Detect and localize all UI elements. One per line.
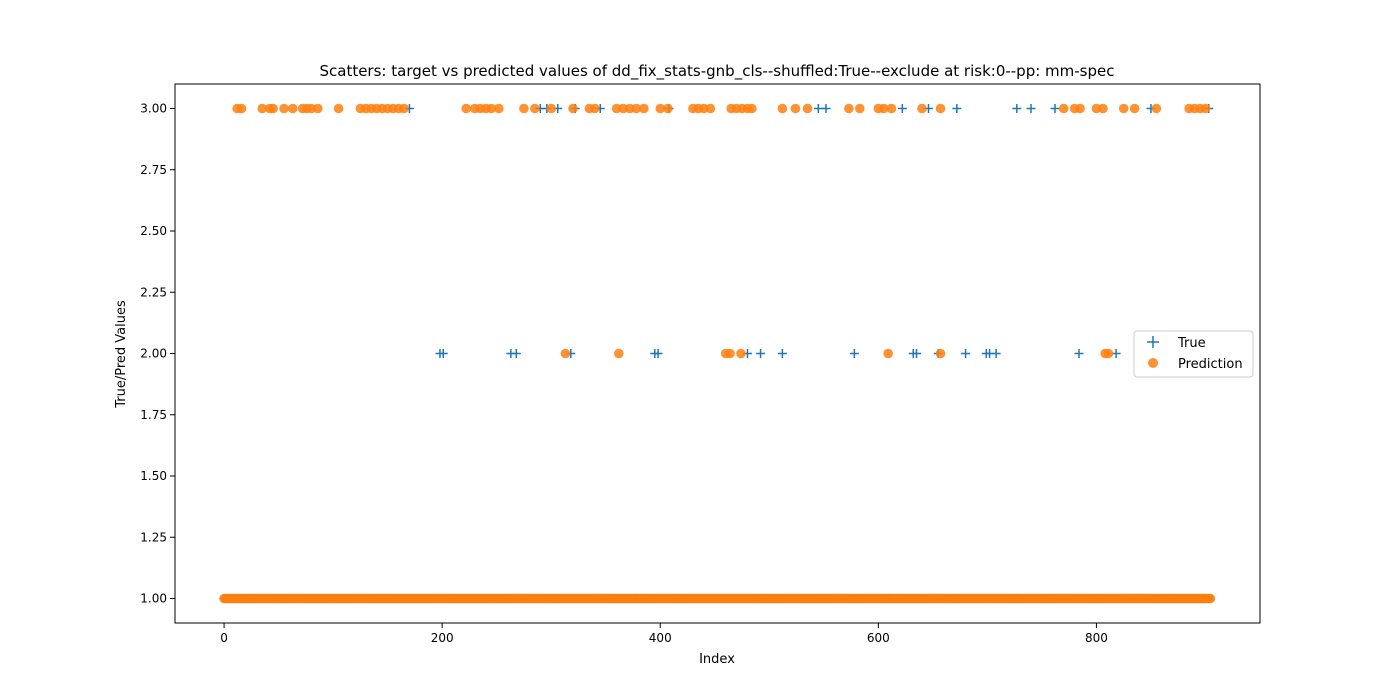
true-point <box>511 349 521 358</box>
prediction-point <box>935 103 946 114</box>
prediction-point <box>590 103 600 114</box>
prediction-point <box>1118 103 1129 114</box>
true-point <box>777 349 787 358</box>
prediction-point <box>1205 593 1216 604</box>
prediction-point <box>1200 103 1211 114</box>
prediction-point <box>279 103 289 114</box>
prediction-point <box>486 103 497 114</box>
x-axis-label: Index <box>699 652 735 667</box>
prediction-point <box>1151 103 1162 114</box>
true-point <box>991 349 1001 358</box>
prediction-point <box>631 103 642 114</box>
prediction-point <box>802 103 813 114</box>
chart-title: Scatters: target vs predicted values of … <box>319 62 1114 81</box>
prediction-point <box>1058 103 1069 114</box>
y-tick-label: 2.50 <box>140 224 167 238</box>
true-point <box>912 349 922 358</box>
true-point <box>1074 349 1084 358</box>
true-point <box>653 349 663 358</box>
prediction-point <box>236 103 247 114</box>
true-point <box>849 349 859 358</box>
prediction-point <box>519 103 529 114</box>
y-tick-label: 2.75 <box>140 163 167 177</box>
y-tick-label: 1.25 <box>140 530 167 544</box>
prediction-point <box>333 103 344 114</box>
prediction-point <box>1098 103 1108 114</box>
prediction-point <box>257 103 268 114</box>
x-tick-label: 0 <box>220 631 228 645</box>
prediction-point <box>1129 103 1140 114</box>
legend-prediction-marker <box>1148 358 1158 368</box>
plot-frame <box>174 83 1261 624</box>
prediction-point <box>747 103 757 114</box>
prediction-point <box>399 103 409 114</box>
prediction-point <box>546 103 557 114</box>
prediction-point <box>568 103 578 114</box>
prediction-point <box>886 103 897 114</box>
series-prediction <box>219 103 1216 604</box>
prediction-point <box>461 103 471 114</box>
prediction-point <box>655 103 666 114</box>
x-tick-label: 400 <box>649 631 672 645</box>
y-tick-label: 1.00 <box>140 592 167 606</box>
y-tick-label: 2.00 <box>140 347 167 361</box>
true-point <box>1050 104 1060 113</box>
true-point <box>438 349 448 358</box>
true-point <box>1012 104 1022 113</box>
true-point <box>897 104 907 113</box>
x-tick-label: 800 <box>1085 631 1108 645</box>
legend-true-marker <box>1147 336 1159 348</box>
prediction-point <box>705 103 716 114</box>
y-tick-label: 1.50 <box>140 469 167 483</box>
prediction-point <box>935 348 946 359</box>
x-tick-label: 600 <box>867 631 890 645</box>
prediction-point <box>614 348 624 359</box>
true-point <box>961 349 971 358</box>
axis-ticks: 0 200 400 600 800 1.00 1.25 1.50 1.75 2.00 2.25 2.5… <box>140 102 1108 646</box>
true-point <box>756 349 766 358</box>
prediction-point <box>844 103 854 114</box>
legend-box <box>1133 330 1254 378</box>
prediction-point <box>494 103 504 114</box>
prediction-point <box>917 103 927 114</box>
true-point <box>1026 104 1036 113</box>
prediction-point <box>855 103 865 114</box>
prediction-point <box>287 103 298 114</box>
true-point <box>952 104 962 113</box>
y-tick-label: 3.00 <box>140 102 167 116</box>
prediction-point <box>790 103 801 114</box>
prediction-point <box>313 103 323 114</box>
prediction-point <box>268 103 278 114</box>
legend: True Prediction <box>1133 330 1254 378</box>
plot-area <box>175 84 1260 623</box>
y-tick-label: 2.25 <box>140 285 167 299</box>
prediction-point <box>663 103 673 114</box>
y-tick-label: 1.75 <box>140 408 167 422</box>
prediction-point <box>878 103 889 114</box>
legend-prediction-label: Prediction <box>1178 357 1243 372</box>
true-point <box>813 104 823 113</box>
prediction-point <box>560 348 571 359</box>
prediction-point <box>1103 348 1114 359</box>
prediction-point <box>883 348 893 359</box>
prediction-point <box>736 348 746 359</box>
legend-true-label: True <box>1177 336 1206 351</box>
true-point <box>821 104 831 113</box>
y-axis-label: True/Pred Values <box>114 300 129 409</box>
prediction-point <box>639 103 649 114</box>
prediction-point <box>777 103 788 114</box>
prediction-point <box>725 348 735 359</box>
prediction-point <box>530 103 540 114</box>
x-tick-label: 200 <box>431 631 454 645</box>
prediction-point <box>1075 103 1085 114</box>
